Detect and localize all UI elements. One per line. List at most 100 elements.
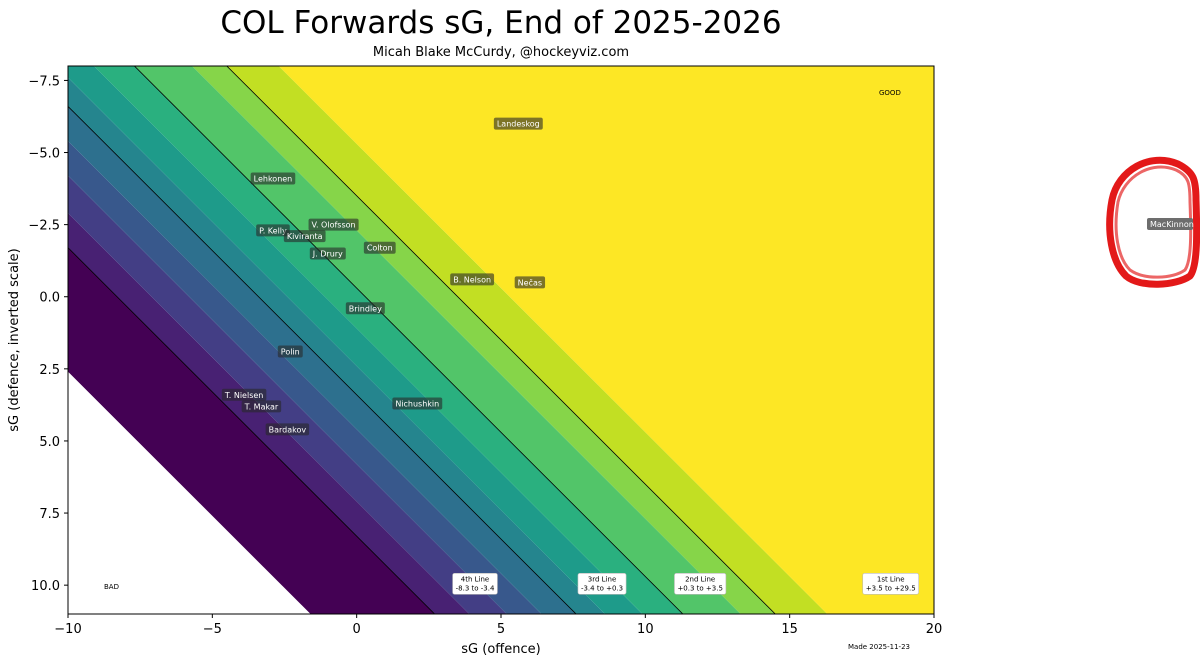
player-point: T. Nielsen [221,388,267,401]
y-tick-label: 5.0 [39,435,60,450]
player-label: B. Nelson [453,275,491,284]
x-axis-label: sG (offence) [461,642,540,657]
line-tier-label: 1st Line+3.5 to +29.5 [862,572,919,595]
player-label-box [450,273,495,286]
player-label: Polin [281,348,300,357]
band-empty-bad [68,371,311,614]
y-tick-label: 2.5 [39,363,60,378]
line-tier-label: 2nd Line+0.3 to +3.5 [674,572,727,595]
player-label: V. Olofsson [312,221,356,230]
threshold-line-3 [226,66,776,614]
band-6 [68,66,643,614]
player-label: Brindley [349,304,382,313]
player-label: J. Drury [312,249,343,258]
player-label: Bardakov [269,425,307,434]
player-label-box [283,230,326,243]
threshold-line-2 [133,66,684,614]
line-tier-label: 3rd Line-3.4 to +0.3 [577,572,627,595]
band-empty-good [948,37,1200,643]
y-tick-label: 10.0 [31,579,60,594]
mackinnon-label-box [1147,218,1193,230]
player-label: T. Nielsen [224,391,264,400]
line-tier-title: 4th Line [461,575,489,583]
player-label: Nečas [518,277,542,287]
player-label: Landeskog [497,120,540,129]
chart-title: COL Forwards sG, End of 2025-2026 [220,5,781,41]
player-point: Colton [363,241,396,254]
player-label: P. Kelly [259,226,287,235]
band-11 [278,66,934,614]
player-label-box [277,345,303,358]
made-date: Made 2025-11-23 [848,643,910,651]
player-label-box [308,218,359,231]
player-label: T. Makar [244,402,279,411]
band-7 [93,66,683,614]
player-label-box [309,247,346,260]
y-tick-label: 7.5 [39,507,60,522]
player-point: P. Kelly [256,224,290,237]
line-tier-box [862,572,919,595]
good-corner-label: GOOD [879,89,901,97]
player-point: Lehkonen [250,172,296,185]
player-label: Colton [367,244,393,253]
player-point: J. Drury [309,247,346,260]
player-label-box [493,117,543,130]
player-point: Brindley [345,302,385,315]
line-tier-label: 4th Line-8.3 to -3.4 [452,572,498,595]
player-point: Bardakov [265,423,310,436]
line-tier-range: -3.4 to +0.3 [581,584,623,592]
player-label: Lehkonen [254,174,293,183]
player-label: Kiviranta [287,232,323,241]
threshold-line-0 [68,247,436,614]
x-tick-label: 10 [637,622,654,637]
mackinnon-label: MacKinnon [1150,220,1194,229]
player-point: T. Makar [241,400,282,413]
band-10 [226,66,828,614]
player-point: Nečas [514,276,546,289]
player-label-box [221,388,267,401]
x-tick-label: 5 [497,622,505,637]
band-9 [192,66,776,614]
player-point: Kiviranta [283,230,326,243]
line-tier-title: 2nd Line [685,575,715,583]
player-label-box [256,224,290,237]
y-tick-label: −2.5 [28,219,60,234]
red-circle-inner-stroke [1114,165,1193,279]
line-tier-title: 1st Line [877,575,905,583]
band-8 [134,66,741,614]
red-circle-annotation [1106,156,1200,288]
line-tier-title: 3rd Line [588,575,616,583]
player-point: V. Olofsson [308,218,359,231]
threshold-line-1 [68,105,577,614]
player-point: B. Nelson [450,273,495,286]
player-point: Polin [277,345,303,358]
y-axis-label: sG (defence, inverted scale) [7,248,22,431]
x-tick-label: −10 [54,622,81,637]
player-label-box [392,397,443,410]
line-tier-range: +3.5 to +29.5 [866,584,916,592]
x-tick-label: 20 [926,622,943,637]
offchart-player: MacKinnon [1106,156,1200,288]
x-tick-label: −5 [203,622,222,637]
player-label-box [241,400,282,413]
player-label-box [345,302,385,315]
chart-subtitle: Micah Blake McCurdy, @hockeyviz.com [373,45,629,60]
line-tier-range: -8.3 to -3.4 [456,584,495,592]
player-label-box [265,423,310,436]
player-label: Nichushkin [395,399,439,408]
y-tick-label: −7.5 [28,74,60,89]
line-tier-box [452,572,498,595]
player-label-box [514,276,546,289]
player-point: Landeskog [493,117,543,130]
x-tick-label: 0 [353,622,361,637]
player-label-box [250,172,296,185]
bad-corner-label: BAD [104,583,119,591]
line-tier-box [674,572,727,595]
player-point: Nichushkin [392,397,443,410]
x-tick-label: 15 [781,622,798,637]
line-tier-range: +0.3 to +3.5 [677,584,722,592]
y-tick-label: 0.0 [39,291,60,306]
player-label-box [363,241,396,254]
line-tier-box [577,572,627,595]
